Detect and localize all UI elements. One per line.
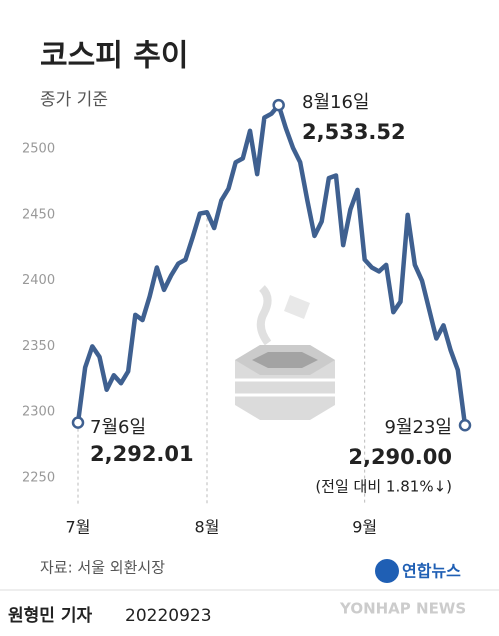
annotation-date: 8월16일 — [302, 92, 369, 113]
source: 자료: 서울 외환시장 — [40, 559, 165, 577]
point-marker — [272, 98, 285, 112]
annotation-date: 9월23일 — [385, 417, 452, 438]
y-tick-label: 2450 — [22, 207, 55, 222]
annotation-value: 2,292.01 — [90, 442, 194, 466]
chart-title: 코스피 추이 — [40, 39, 188, 74]
line — [75, 102, 468, 426]
y-tick-label: 2250 — [22, 470, 55, 485]
y-tick-label: 2300 — [22, 405, 55, 420]
watermark: YONHAP NEWS — [339, 600, 466, 618]
point-marker — [71, 416, 85, 429]
annotation-value: 2,290.00 — [348, 445, 452, 469]
y-tick-label: 2400 — [22, 273, 55, 288]
reporter: 원형민 기자 — [8, 605, 92, 626]
annotation-date: 7월6일 — [90, 417, 146, 438]
x-tick-label: 9월 — [352, 518, 377, 537]
annotation-note: (전일 대비 1.81%↓) — [315, 478, 452, 496]
pot-illustration — [235, 285, 335, 420]
date: 20220923 — [125, 606, 212, 626]
chart-subtitle: 종가 기준 — [40, 90, 108, 110]
x-tick-label: 8월 — [195, 518, 220, 537]
y-tick-label: 2500 — [22, 142, 55, 157]
annotation-value: 2,533.52 — [302, 120, 406, 144]
logo — [375, 559, 399, 583]
point-marker — [458, 419, 472, 432]
x-tick-label: 7월 — [66, 518, 91, 537]
y-tick-label: 2350 — [22, 339, 55, 354]
brand: 연합뉴스 — [402, 562, 461, 581]
